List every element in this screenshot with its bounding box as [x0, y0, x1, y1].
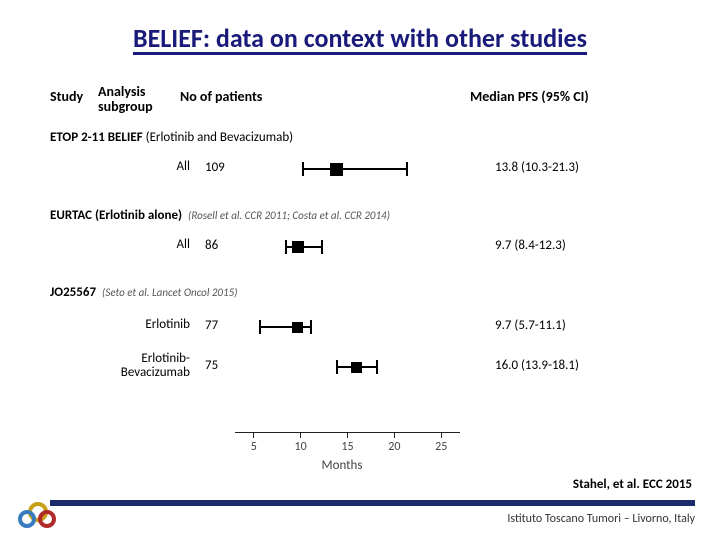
slide-title: BELIEF: data on context with other studi… — [0, 22, 720, 55]
forest-plot: Study Analysis subgroup No of patients M… — [50, 80, 670, 460]
col-study: Study — [50, 88, 98, 105]
group-jo: JO25567(Seto et al. Lancet Oncol 2015) — [50, 285, 237, 300]
footer-inst: Istituto Toscano Tumori – Livorno, Italy — [507, 512, 695, 526]
footer-rule — [50, 500, 695, 506]
col-n: No of patients — [180, 88, 290, 105]
forest-canvas: 510152025Months — [235, 120, 460, 450]
logo-itt — [18, 498, 66, 530]
col-pfs: Median PFS (95% CI) — [470, 88, 670, 105]
col-analysis: Analysis subgroup — [98, 84, 176, 115]
citation: Stahel, et al. ECC 2015 — [573, 477, 692, 492]
